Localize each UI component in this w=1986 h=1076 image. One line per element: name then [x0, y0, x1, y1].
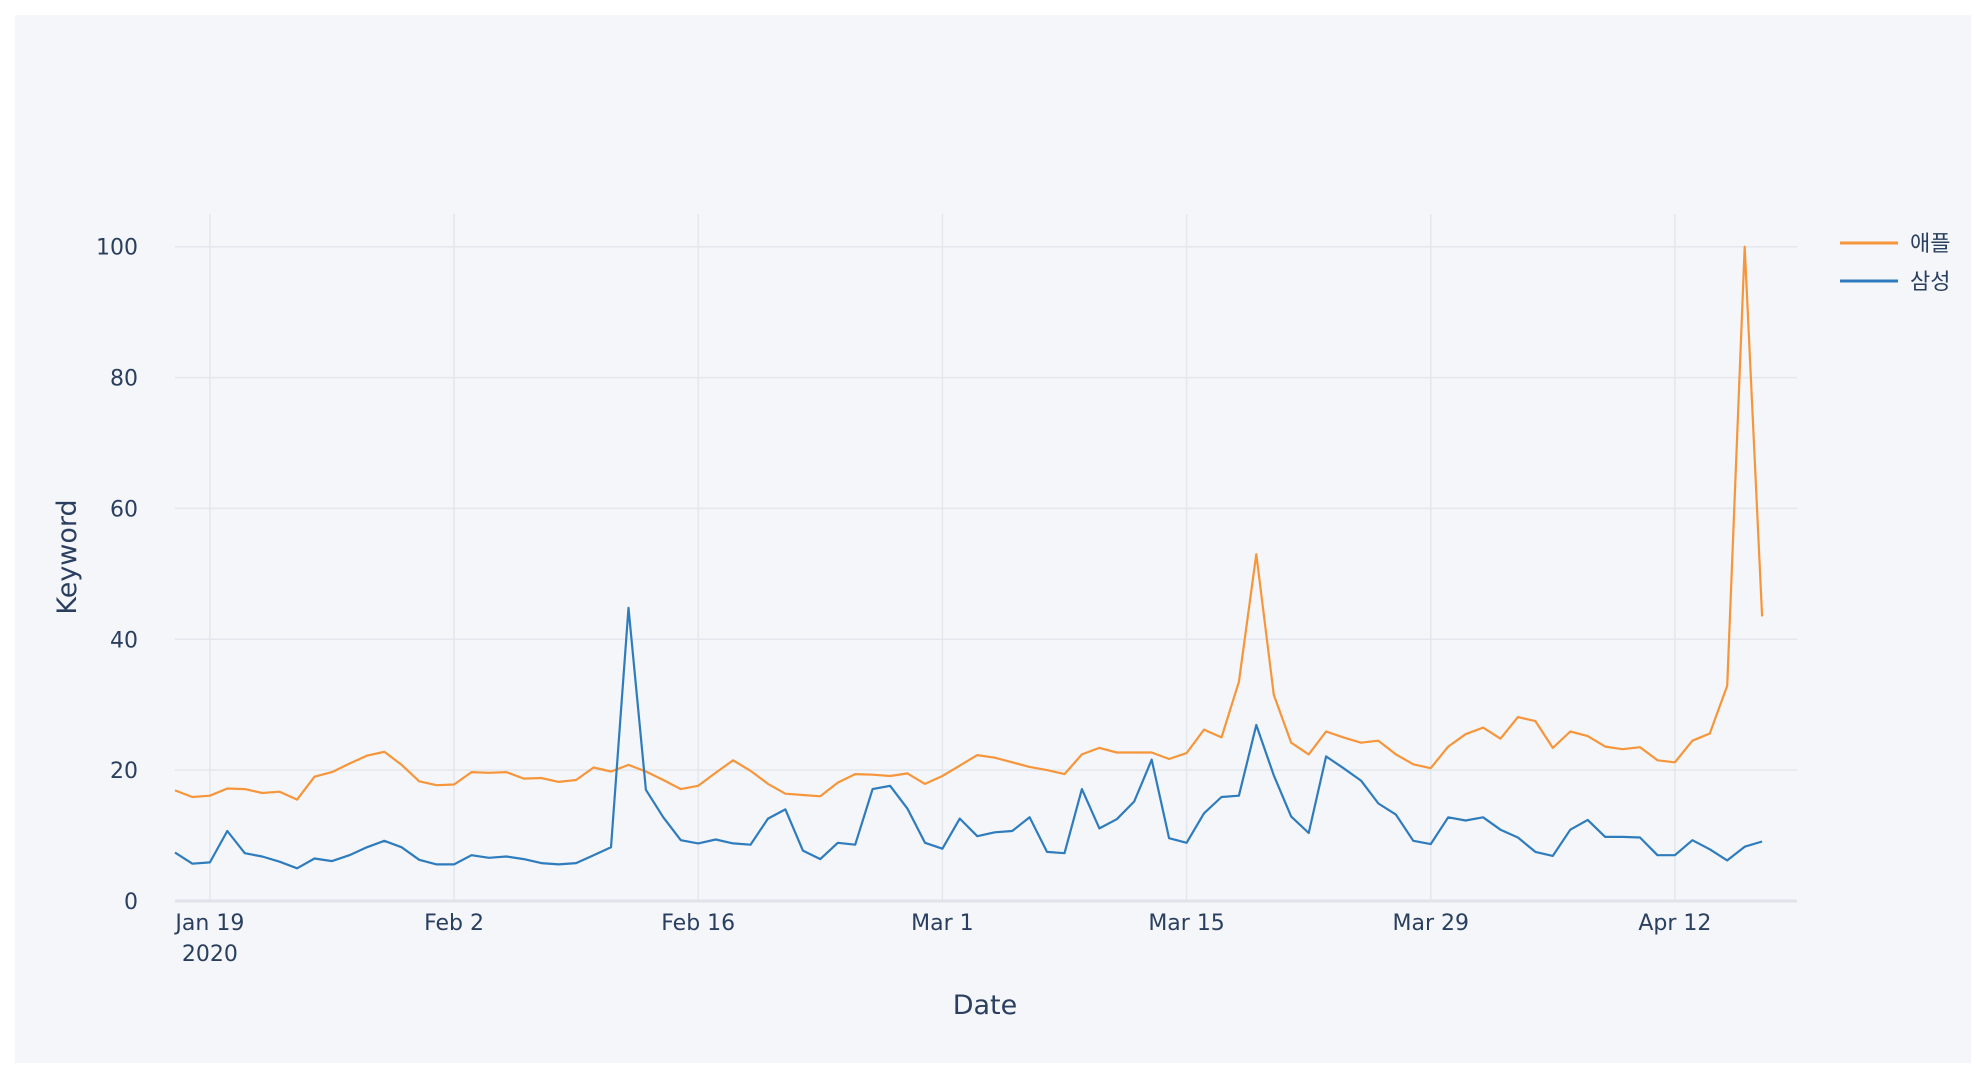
x-tick-label: Mar 15	[1148, 911, 1225, 936]
x-axis-title: Date	[953, 990, 1018, 1021]
y-tick-label: 0	[124, 890, 138, 915]
grid-lines	[175, 214, 1797, 903]
y-tick-label: 40	[110, 628, 138, 653]
x-tick-label: Feb 2	[424, 911, 484, 936]
x-tick-label: Feb 16	[661, 911, 735, 936]
legend-item-samsung[interactable]: 삼성	[1840, 270, 1950, 295]
legend-item-apple[interactable]: 애플	[1840, 232, 1950, 257]
x-tick-label: Jan 19	[173, 911, 244, 936]
legend: 애플 삼성	[1840, 232, 1950, 295]
legend-label-apple: 애플	[1910, 232, 1950, 257]
series-lines	[174, 245, 1764, 870]
chart-paper	[15, 15, 1971, 1063]
x-axis-ticks: Jan 19 2020 Feb 2 Feb 16 Mar 1 Mar 15 Mar 29 Ap…	[173, 911, 1711, 967]
y-tick-label: 20	[110, 759, 138, 784]
y-axis-title: Keyword	[52, 499, 83, 614]
x-tick-label: Mar 29	[1392, 911, 1469, 936]
y-tick-label: 60	[110, 497, 138, 522]
x-tick-sublabel: 2020	[182, 942, 238, 967]
series-line-samsung	[174, 606, 1763, 870]
series-line-apple	[174, 245, 1764, 801]
y-tick-label: 100	[96, 236, 138, 261]
x-tick-label: Apr 12	[1638, 911, 1711, 936]
y-tick-label: 80	[110, 367, 138, 392]
legend-label-samsung: 삼성	[1910, 270, 1950, 295]
y-axis-ticks: 0 20 40 60 80 100	[96, 236, 138, 915]
x-tick-label: Mar 1	[911, 911, 974, 936]
